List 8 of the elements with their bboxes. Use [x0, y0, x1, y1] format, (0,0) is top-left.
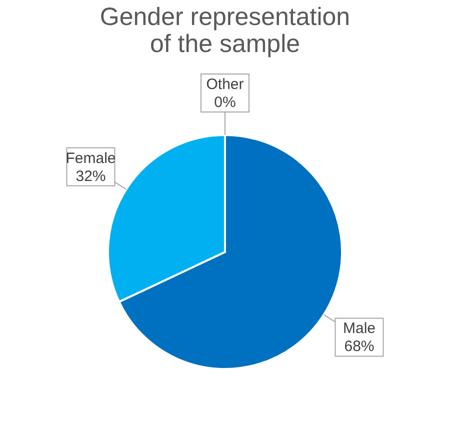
text: Gender representation [100, 3, 350, 31]
text: 0% [214, 94, 236, 111]
slice-label: Female [66, 150, 116, 167]
slice-label: Male [342, 320, 376, 338]
data-label: 68% [344, 338, 374, 356]
data-label: 32% [76, 168, 106, 185]
text: of the sample [150, 30, 300, 58]
category-label: Other [206, 76, 244, 93]
